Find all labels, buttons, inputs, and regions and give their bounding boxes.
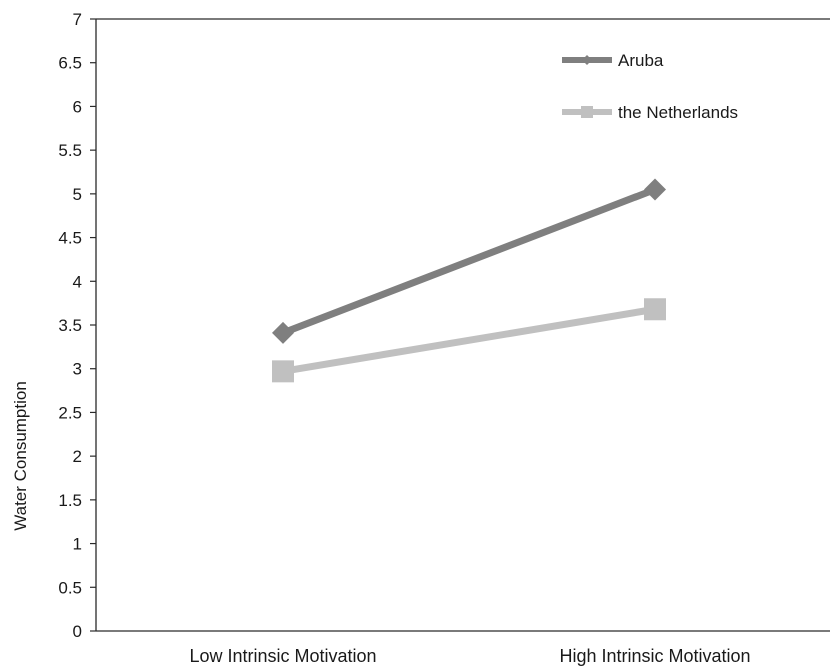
y-tick-label: 7 [73,10,82,29]
y-tick-label: 2 [73,447,82,466]
data-point-diamond [644,178,666,201]
y-tick-label: 1.5 [58,491,82,510]
series-line-1 [279,305,659,375]
y-tick-label: 6 [73,97,82,116]
y-axis-title: Water Consumption [11,381,30,531]
data-point-square [272,360,294,383]
y-tick-label: 4.5 [58,229,82,248]
y-tick-label: 1 [73,535,82,554]
legend-marker-diamond [582,55,592,65]
legend-label-1: the Netherlands [618,103,738,122]
x-category-label: Low Intrinsic Motivation [189,646,376,666]
data-point-square [644,298,666,321]
y-tick-label: 0.5 [58,578,82,597]
legend-marker-square [581,106,593,118]
y-tick-label: 5.5 [58,141,82,160]
series-line-0 [279,185,659,337]
y-tick-label: 4 [73,272,82,291]
plot-area: 0 0.5 1 1.5 2 2.5 3 3.5 4 4.5 5 5.5 6 6.5 7 Low Intrins… [58,10,830,666]
y-tick-label: 3 [73,360,82,379]
legend-label-0: Aruba [618,51,664,70]
x-category-label: High Intrinsic Motivation [559,646,750,666]
y-tick-label: 0 [73,622,82,641]
y-axis-title-group: Water Consumption [11,381,30,531]
data-point-diamond [272,321,294,344]
y-tick-label: 3.5 [58,316,82,335]
y-tick-label: 5 [73,185,82,204]
y-tick-label: 2.5 [58,403,82,422]
y-tick-label: 6.5 [58,54,82,73]
